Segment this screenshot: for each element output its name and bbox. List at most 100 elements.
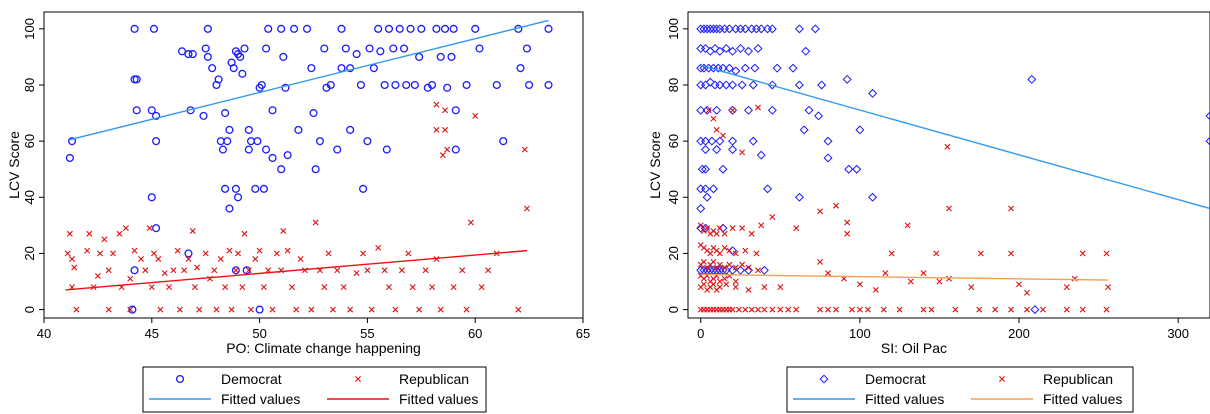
x-tick-label: 200 bbox=[1008, 326, 1030, 341]
republican-point bbox=[157, 306, 164, 313]
data-layer bbox=[64, 19, 553, 314]
democrat-point bbox=[794, 192, 804, 202]
democrat-point bbox=[132, 106, 141, 115]
republican-point bbox=[710, 281, 717, 288]
fitted-line bbox=[65, 249, 528, 291]
democrat-point bbox=[225, 204, 234, 213]
democrat-point bbox=[751, 24, 761, 34]
x-tick-label: 300 bbox=[1167, 326, 1189, 341]
democrat-point bbox=[737, 80, 747, 90]
republican-point bbox=[977, 250, 984, 257]
republican-point bbox=[360, 250, 367, 257]
democrat-point bbox=[705, 77, 715, 87]
democrat-point bbox=[333, 145, 342, 154]
legend-key-marker bbox=[819, 374, 829, 384]
plot-frame bbox=[43, 11, 584, 319]
republican-point bbox=[73, 306, 80, 313]
legend-box bbox=[786, 366, 1134, 413]
x-tick-label: 65 bbox=[576, 326, 590, 341]
democrat-point bbox=[326, 80, 335, 90]
democrat-point bbox=[855, 125, 865, 135]
republican-point bbox=[793, 306, 800, 313]
republican-point bbox=[944, 143, 951, 150]
republican-point bbox=[726, 261, 733, 268]
republican-point bbox=[239, 284, 246, 291]
democrat-point bbox=[199, 111, 208, 120]
democrat-point bbox=[708, 24, 718, 34]
republican-point bbox=[280, 227, 287, 234]
democrat-point bbox=[149, 24, 159, 33]
democrat-point bbox=[259, 184, 268, 193]
democrat-point bbox=[712, 24, 722, 34]
y-tick-label: 0 bbox=[666, 306, 681, 313]
republican-point bbox=[721, 264, 728, 271]
democrat-point bbox=[283, 151, 292, 160]
republican-point bbox=[405, 250, 412, 257]
democrat-point bbox=[290, 24, 299, 33]
democrat-point bbox=[374, 24, 383, 33]
republican-point bbox=[110, 250, 116, 257]
republican-point bbox=[920, 270, 927, 277]
democrat-point bbox=[410, 80, 419, 90]
democrat-point bbox=[443, 83, 452, 92]
republican-point bbox=[381, 267, 388, 274]
democrat-point bbox=[696, 43, 706, 54]
republican-point bbox=[825, 270, 832, 277]
republican-point bbox=[161, 270, 168, 277]
republican-point bbox=[170, 267, 177, 274]
republican-point bbox=[745, 286, 752, 293]
democrat-point bbox=[753, 43, 763, 54]
republican-point bbox=[755, 104, 762, 111]
democrat-point bbox=[231, 266, 240, 275]
x-axis-title: SI: Oil Pac bbox=[881, 340, 947, 356]
republican-point bbox=[1103, 306, 1110, 313]
y-tick-label: 60 bbox=[22, 134, 37, 148]
democrat-point bbox=[1205, 136, 1210, 146]
plot-frame bbox=[687, 11, 1210, 319]
democrat-point bbox=[544, 24, 553, 33]
republican-point bbox=[882, 270, 889, 277]
republican-point bbox=[844, 230, 851, 237]
republican-point bbox=[301, 267, 308, 274]
democrat-point bbox=[1030, 305, 1040, 315]
democrat-point bbox=[395, 24, 404, 33]
democrat-point bbox=[696, 265, 706, 275]
democrat-point bbox=[255, 83, 264, 92]
democrat-point bbox=[810, 24, 820, 34]
republican-point bbox=[856, 281, 863, 288]
democrat-point bbox=[315, 137, 325, 146]
republican-point bbox=[433, 101, 440, 108]
republican-point bbox=[334, 267, 341, 274]
democrat-point bbox=[244, 145, 253, 154]
x-tick-label: 0 bbox=[697, 326, 704, 341]
legend-label: Democrat bbox=[221, 371, 282, 387]
republican-point bbox=[742, 247, 749, 254]
republican-point bbox=[700, 281, 707, 288]
democrat-point bbox=[721, 80, 731, 90]
republican-point bbox=[66, 230, 73, 237]
democrat-point bbox=[402, 80, 411, 90]
democrat-point bbox=[130, 75, 139, 84]
democrat-point bbox=[415, 52, 424, 61]
republican-point bbox=[442, 107, 449, 114]
republican-point bbox=[189, 227, 196, 234]
democrat-point bbox=[748, 80, 758, 90]
republican-point bbox=[753, 250, 760, 257]
republican-point bbox=[848, 306, 855, 313]
democrat-point bbox=[724, 63, 734, 73]
republican-point bbox=[745, 264, 752, 271]
democrat-point bbox=[817, 80, 827, 90]
republican-point bbox=[1016, 281, 1023, 288]
republican-point bbox=[817, 306, 824, 313]
democrat-point bbox=[277, 24, 286, 33]
republican-point bbox=[758, 222, 765, 229]
republican-point bbox=[84, 247, 91, 254]
fitted-line bbox=[700, 64, 1210, 210]
democrat-point bbox=[696, 80, 706, 90]
democrat-point bbox=[748, 136, 758, 146]
republican-point bbox=[705, 107, 712, 114]
democrat-point bbox=[728, 105, 738, 115]
democrat-point bbox=[740, 24, 750, 34]
y-tick-label: 60 bbox=[666, 134, 681, 148]
republican-point bbox=[1103, 250, 1110, 257]
